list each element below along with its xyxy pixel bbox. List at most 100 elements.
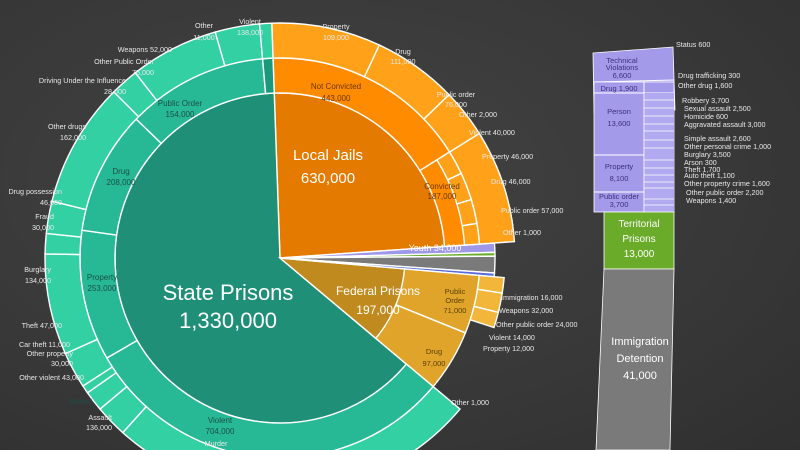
territorial-label-2: Prisons (622, 234, 655, 245)
state-drug-mid-value: 208,000 (107, 178, 136, 187)
label-fed-violent: Violent 14,000 (489, 333, 535, 342)
label-assault: Assault (88, 413, 112, 422)
label-jail-drug-value: 111,000 (391, 57, 416, 66)
label-jail-property: Property (322, 22, 350, 31)
youth-detail-label: Sexual assault 2,500 (684, 104, 751, 113)
fed-public-order-value: 71,000 (444, 306, 467, 315)
label-jail-public-order-value: 76,000 (445, 100, 467, 109)
label-jail-other: Other 2,000 (459, 110, 497, 119)
state-violent-mid: Violent (208, 416, 233, 425)
youth-detail-label: Drug trafficking 300 (678, 71, 740, 80)
label-theft: Theft 47,000 (22, 321, 62, 330)
label-burglary-value: 134,000 (25, 276, 51, 285)
label-drug-possession-value: 46,000 (40, 198, 62, 207)
immigration-label: Immigration (611, 336, 668, 348)
youth-detail-label: Other property crime 1,600 (684, 179, 770, 188)
federal-prisons-value: 197,000 (356, 303, 400, 317)
youth-detail-label: Auto theft 1,100 (684, 171, 735, 180)
label-state-other: Other (195, 21, 214, 30)
label-jail-violent: Violent (239, 17, 261, 26)
state-property-mid-value: 253,000 (88, 284, 117, 293)
state-prisons-value: 1,330,000 (179, 308, 277, 333)
youth-drug-label: Drug 1,900 (600, 84, 637, 93)
label-fed-property: Property 12,000 (483, 344, 534, 353)
youth-detail-label: Simple assault 2,600 (684, 134, 751, 143)
label-other-property-value: 30,000 (51, 359, 73, 368)
youth-status-label: Status 600 (676, 40, 710, 49)
label-state-other-value: 11,000 (193, 33, 214, 42)
label-jail-public-order: Public order (437, 90, 476, 99)
youth-detail-label: Burglary 3,500 (684, 150, 731, 159)
label-convicted-violent: Violent 40,000 (469, 128, 515, 137)
youth-public-order-label: Public order (599, 192, 640, 201)
jail-not-convicted: Not Convicted (311, 82, 361, 91)
state-violent-mid-value: 704,000 (206, 427, 235, 436)
label-jail-violent-value: 138,000 (237, 28, 263, 37)
label-convicted-other: Other 1,000 (503, 228, 541, 237)
state-public-order-mid-value: 154,000 (166, 110, 195, 119)
label-other-public-order: Other Public Order (94, 57, 155, 66)
fed-drug-wedge (374, 303, 467, 388)
state-outer-0 (333, 385, 462, 450)
youth-label: Youth 34,000 (409, 243, 462, 253)
fed-public-order: Public (445, 287, 466, 296)
label-other-drugs-value: 162,000 (60, 133, 86, 142)
state-drug-mid: Drug (112, 167, 129, 176)
fed-drug-value: 97,000 (423, 359, 446, 368)
territorial-value: 13,000 (624, 249, 655, 260)
label-jail-property-value: 109,000 (323, 33, 349, 42)
youth-person-value: 13,600 (608, 119, 631, 128)
label-assault-value: 136,000 (86, 423, 112, 432)
state-public-order-mid: Public Order (158, 99, 203, 108)
label-convicted-public-order: Public order 57,000 (501, 206, 563, 215)
federal-prisons-label: Federal Prisons (336, 284, 420, 298)
local-jails-label: Local Jails (293, 147, 363, 164)
state-violent-label: Violent (68, 397, 93, 406)
jail-convicted-value: 187,000 (428, 192, 457, 201)
youth-detail-label: Theft 1,700 (684, 165, 720, 174)
label-fraud-value: 30,000 (32, 223, 54, 232)
label-fed-immigration: Immigration 16,000 (501, 293, 563, 302)
youth-detail-label: Homicide 600 (684, 112, 728, 121)
youth-person-label: Person (607, 107, 631, 116)
state-prisons-label: State Prisons (163, 280, 294, 305)
immigration-value: 41,000 (623, 370, 657, 382)
youth-detail-label: Robbery 3,700 (682, 96, 729, 105)
fed-public-order-2: Order (445, 296, 465, 305)
label-other-violent: Other violent 43,000 (19, 373, 84, 382)
svg-text:Violations: Violations (606, 63, 639, 72)
youth-public-order-value: 3,700 (610, 200, 629, 209)
label-car-theft: Car theft 11,000 (19, 340, 70, 349)
territorial-label: Territorial (618, 219, 659, 230)
immigration-segment (595, 268, 675, 450)
label-fed-other: Other 1,000 (451, 398, 489, 407)
local-jails-value: 630,000 (301, 170, 355, 187)
label-fed-weapons: Weapons 32,000 (499, 306, 553, 315)
label-burglary: Burglary (24, 265, 51, 274)
youth-bar (592, 46, 676, 450)
label-convicted-drug: Drug 46,000 (491, 177, 531, 186)
youth-detail-label: Aggravated assault 3,000 (684, 120, 766, 129)
label-other-drugs: Other drugs (48, 122, 86, 131)
youth-property-value: 8,100 (610, 174, 629, 183)
label-dui: Driving Under the Influence (39, 76, 126, 85)
conv-outer (448, 132, 516, 245)
jail-not-convicted-value: 443,000 (322, 94, 351, 103)
jail-convicted: Convicted (424, 182, 460, 191)
label-convicted-property: Property 46,000 (482, 152, 533, 161)
territorial-segment (603, 211, 675, 270)
immigration-label-2: Detention (616, 353, 663, 365)
youth-detail-label: Weapons 1,400 (686, 196, 736, 205)
youth-detail-label: Other public order 2,200 (686, 188, 764, 197)
youth-detail-label: Arson 300 (684, 158, 717, 167)
label-other-public-order-value: 75,000 (132, 68, 154, 77)
svg-text:Technical: Technical (606, 56, 638, 65)
label-jail-drug: Drug (395, 47, 411, 56)
fed-drug: Drug (426, 347, 442, 356)
tech-violations-value: 6,600 (613, 71, 632, 80)
youth-detail-label: Other drug 1,600 (678, 81, 732, 90)
label-dui-value: 28,000 (104, 87, 126, 96)
youth-detail-label: Other personal crime 1,000 (684, 142, 771, 151)
label-fraud: Fraud (35, 212, 54, 221)
